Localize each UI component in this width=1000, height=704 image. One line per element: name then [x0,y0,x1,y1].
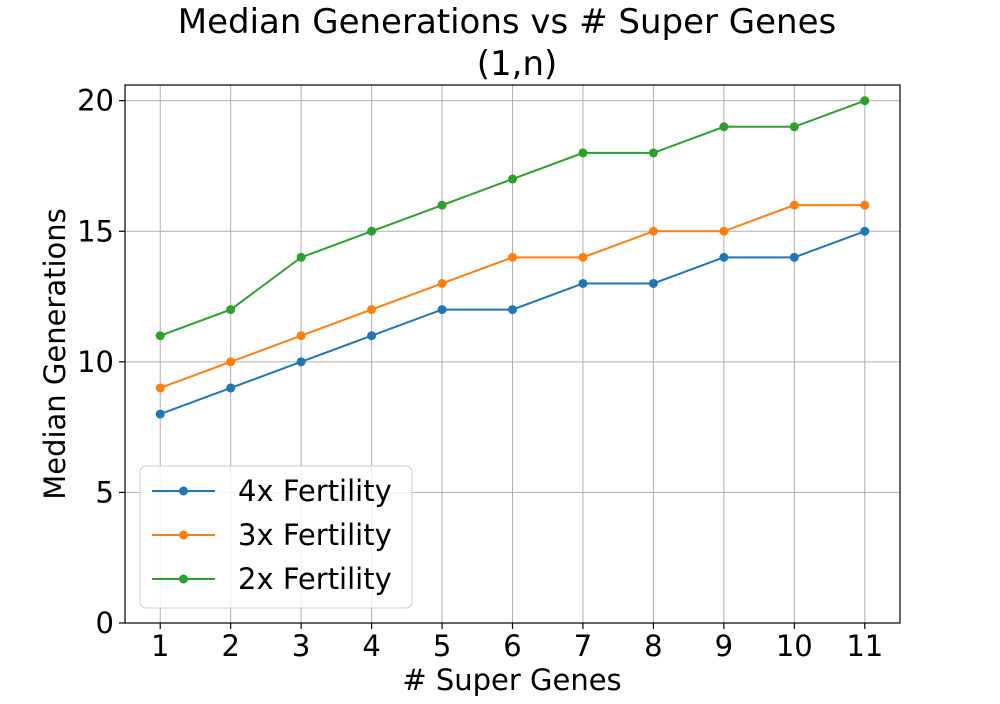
data-point [367,226,377,236]
y-axis-label: Median Generations [38,208,72,500]
x-axis-label: # Super Genes [402,663,621,697]
x-tick-label: 2 [221,629,239,663]
y-tick-label: 10 [77,345,114,379]
data-point [508,305,517,315]
data-point [860,200,870,210]
chart-subtitle: (1,n) [477,44,558,84]
x-tick-label: 9 [715,629,733,663]
data-point [437,278,447,288]
x-tick-label: 5 [433,629,451,663]
x-tick-label: 1 [151,629,169,663]
y-axis-ticks: 0 5 10 15 20 [77,84,125,640]
data-point [648,148,658,158]
data-point [508,174,517,184]
data-point [226,357,236,367]
x-tick-label: 7 [574,629,592,663]
legend-label: 4x Fertility [238,474,392,508]
x-tick-label: 8 [644,629,662,663]
data-point [155,409,165,419]
data-point [789,122,799,132]
data-point [155,383,165,393]
data-point [437,305,447,315]
data-point [437,200,447,210]
data-point [226,383,236,393]
legend-box [139,465,413,609]
y-tick-label: 0 [96,606,114,640]
data-point [296,331,306,341]
data-point [860,96,870,106]
x-tick-label: 3 [292,629,310,663]
y-tick-label: 5 [96,475,114,509]
data-point [648,226,658,236]
y-tick-label: 20 [77,84,114,118]
data-point [719,226,729,236]
data-point [296,252,306,262]
series-lines [155,96,870,419]
data-point [296,357,306,367]
x-tick-label: 6 [503,629,521,663]
data-point [578,278,588,288]
data-point [508,252,517,262]
legend-marker [179,574,188,584]
x-tick-label: 4 [362,629,380,663]
chart-title: Median Generations vs # Super Genes [178,2,836,42]
data-point [226,305,236,315]
data-point [367,305,377,315]
data-point [860,226,870,236]
data-point [648,278,658,288]
data-point [789,252,799,262]
legend-marker [179,530,188,540]
x-axis-ticks: 1 2 3 4 5 6 7 8 9 10 11 [151,623,883,663]
data-point [155,331,165,341]
x-tick-label: 11 [846,629,883,663]
x-tick-label: 10 [776,629,813,663]
legend-marker [179,486,188,496]
data-point [578,148,588,158]
legend-label: 2x Fertility [238,562,392,596]
legend: 4x Fertility 3x Fertility 2x Fertility [139,465,413,609]
data-point [789,200,799,210]
legend-label: 3x Fertility [238,518,392,552]
data-point [719,122,729,132]
data-point [367,331,377,341]
data-point [719,252,729,262]
y-tick-label: 15 [77,214,114,248]
data-point [578,252,588,262]
